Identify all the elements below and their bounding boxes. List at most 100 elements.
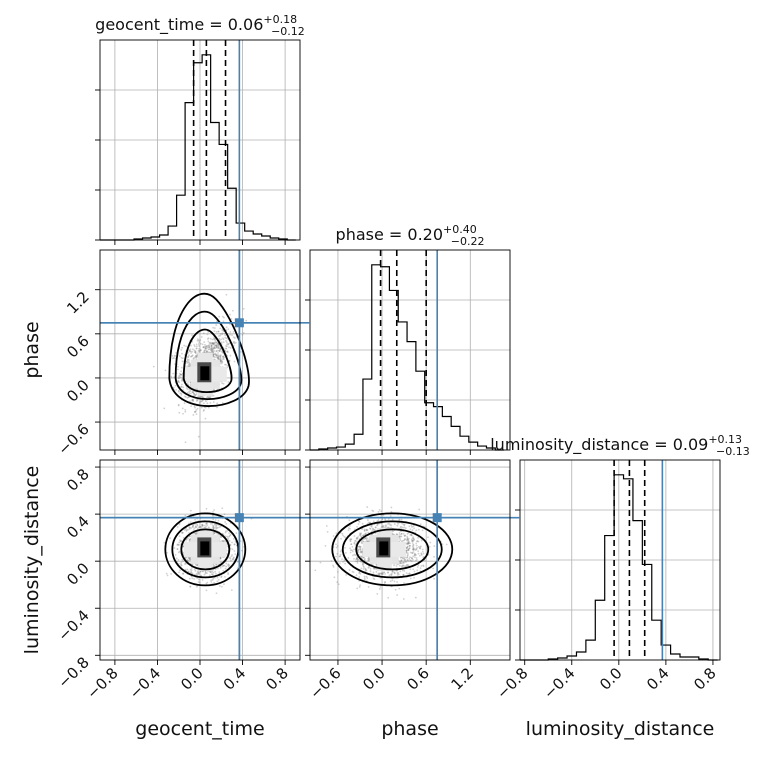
sample-point [412,559,414,561]
sample-point [217,330,220,333]
sample-point [183,344,186,347]
sample-point [198,351,201,353]
sample-point [356,557,359,559]
sample-point [409,559,412,562]
sample-point [199,570,202,573]
sample-point [367,557,370,560]
sample-point [197,350,200,352]
sample-point [219,357,222,360]
sample-point [180,373,182,376]
sample-point [412,525,415,528]
sample-point [212,577,215,580]
sample-point [350,538,352,541]
sample-point [224,334,227,337]
sample-point [212,526,215,529]
y-tick-label-luminosity_distance: −0.4 [54,606,92,644]
sample-point [228,360,231,362]
sample-point [219,566,222,569]
sample-point [213,532,216,534]
sample-point [390,573,393,576]
sample-point [371,509,374,512]
sample-point [198,581,201,584]
sample-point [391,532,394,535]
sample-point [406,563,409,566]
sample-point [189,585,192,588]
sample-point [399,533,401,536]
sample-point [188,350,191,353]
sample-point [225,363,227,366]
sample-point [195,572,198,575]
sample-point [413,554,416,556]
sample-point [200,526,203,529]
sample-point [195,354,198,357]
sample-point [353,553,356,556]
sample-point [201,524,204,527]
sample-point [362,568,365,570]
sample-point [197,578,200,581]
sample-point [178,411,181,414]
sample-point [226,345,228,348]
sample-point [228,359,231,362]
sample-point [408,572,411,575]
sample-point [194,532,197,535]
sample-point [363,529,366,532]
sample-point [356,537,358,539]
sample-point [406,559,409,561]
sample-point [186,382,189,385]
sample-point [198,348,200,350]
sample-point [409,533,412,536]
sample-point [359,532,361,535]
sample-point [219,357,222,359]
sample-point [192,358,195,360]
sample-point [406,537,409,540]
sample-point [415,548,418,550]
sample-point [319,561,322,564]
sample-point [208,346,211,349]
sample-point [419,545,422,548]
sample-point [402,598,405,600]
sample-point [422,556,425,559]
sample-point [361,528,364,531]
sample-point [191,577,194,580]
sample-point [204,349,207,352]
sample-point [381,518,384,521]
sample-point [363,537,366,540]
sample-point [401,562,404,564]
sample-point [207,344,210,347]
sample-point [194,533,197,536]
sample-point [395,565,398,567]
sample-point [358,560,361,562]
sample-point [416,540,419,542]
sample-point [217,356,219,359]
x-tick-label-phase: 0.6 [403,664,433,694]
sample-point [189,344,192,347]
sample-point [366,540,369,543]
sample-point [382,514,385,517]
sample-point [409,528,412,531]
sample-point [405,547,408,549]
sample-point [219,348,222,351]
sample-point [406,559,409,562]
sample-point [171,354,174,357]
sample-point [201,396,204,399]
sample-point [204,417,207,420]
title-value: 0.06 [228,15,264,34]
sample-point [188,392,191,395]
sample-point [180,564,183,567]
x-tick-label-geocent_time: 0.8 [262,664,292,694]
sample-point [413,556,416,559]
sample-point [399,556,402,559]
sample-point [411,537,414,540]
sample-point [222,569,225,572]
sample-point [221,361,223,364]
sample-point [401,557,404,560]
sample-point [179,540,182,543]
sample-point [181,385,183,388]
sample-point [193,578,196,580]
sample-point [220,359,223,361]
sample-point [184,410,187,413]
sample-point [221,329,224,332]
sample-point [233,543,236,546]
sample-point [221,540,224,543]
sample-point [216,349,219,352]
